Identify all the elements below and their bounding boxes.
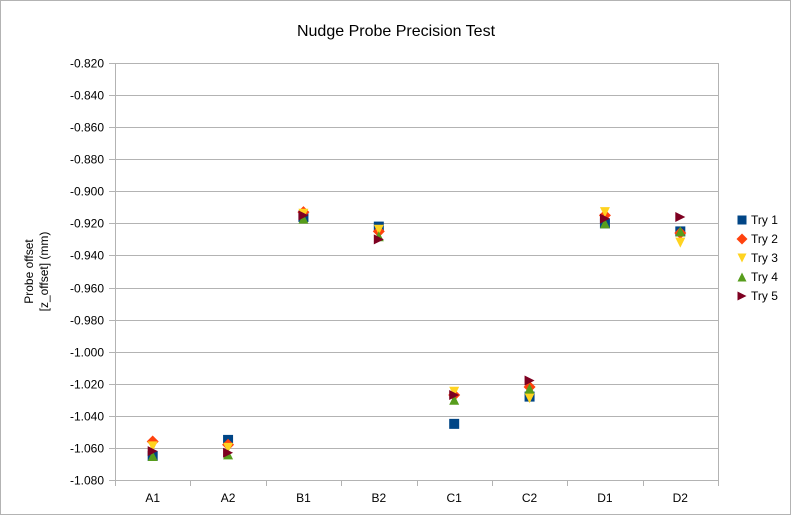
axis-layer [115,63,719,486]
data-point [223,442,234,453]
data-point [524,393,535,404]
legend-marker [737,253,747,263]
data-point [373,224,384,235]
y-tick-label: -0.900 [70,185,104,199]
data-point [147,446,158,457]
legend-label: Try 1 [751,213,778,227]
data-point [524,383,535,394]
y-tick-label: -0.820 [70,57,104,71]
legend-marker [737,272,747,282]
y-tick-label: -0.940 [70,249,104,263]
data-point [449,386,460,397]
x-tick-label: A2 [221,491,236,505]
y-axis-title: Probe offset[z_offset] (mm) [22,232,51,312]
grid-layer [109,63,718,481]
data-point [147,441,158,452]
data-point [449,389,460,400]
legend-marker [737,215,747,225]
y-tick-label: -0.860 [70,121,104,135]
y-tick-label: -1.020 [70,378,104,392]
x-tick-label: C2 [522,491,538,505]
legend-marker [737,291,747,301]
legend-label: Try 4 [751,270,778,284]
y-tick-label: -0.840 [70,89,104,103]
legend-label: Try 2 [751,232,778,246]
data-point [298,213,309,224]
y-tick-label: -0.960 [70,282,104,296]
data-point [449,418,460,429]
x-tick-label: A1 [145,491,160,505]
y-tick-label: -0.880 [70,153,104,167]
y-tick-label: -0.980 [70,314,104,328]
data-point [599,213,610,224]
data-point [524,375,535,386]
data-point [373,234,384,245]
y-axis-title-line: [z_offset] (mm) [37,232,51,312]
x-tick-label: D1 [597,491,613,505]
data-point [223,447,234,458]
data-point [599,218,610,229]
legend: Try 1 Try 2 Try 3 Try 4 Try 5 [736,213,778,303]
legend-marker [736,233,748,245]
data-point [147,450,158,461]
data-point [675,211,686,222]
legend-label: Try 5 [751,289,778,303]
y-axis-label: Probe offset[z_offset] (mm) [22,232,51,312]
x-tick-label: C1 [447,491,463,505]
data-points [146,206,687,461]
chart-title: Nudge Probe Precision Test [297,23,496,40]
y-axis-title-line: Probe offset [22,239,36,304]
y-tick-label: -1.060 [70,442,104,456]
y-tick-label: -0.920 [70,217,104,231]
data-point [675,237,686,248]
x-tick-label: D2 [673,491,689,505]
data-point [599,207,610,218]
y-tick-label: -1.040 [70,410,104,424]
y-tick-label: -1.080 [70,474,104,488]
data-point [675,226,686,237]
x-tick-label: B1 [296,491,311,505]
data-point [298,210,309,221]
x-tick-label: B2 [371,491,386,505]
y-tick-labels: -0.820 -0.840 -0.860 -0.880 -0.900 -0.920 -0.9… [70,57,104,488]
data-point [449,394,460,405]
x-tick-labels: A1 A2 B1 B2 C1 C2 D1 D2 [145,491,688,505]
y-tick-label: -1.000 [70,346,104,360]
legend-label: Try 3 [751,251,778,265]
